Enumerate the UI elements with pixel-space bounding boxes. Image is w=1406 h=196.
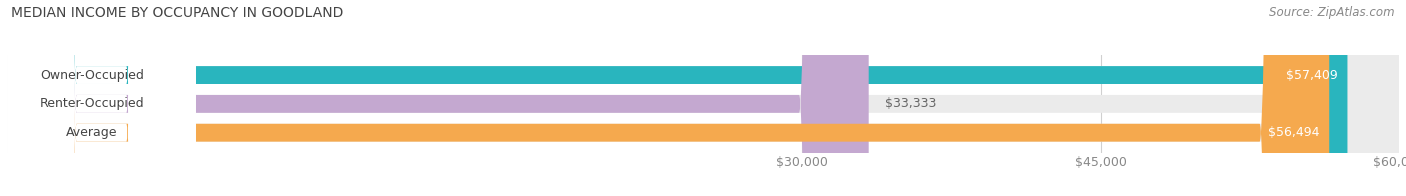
Text: MEDIAN INCOME BY OCCUPANCY IN GOODLAND: MEDIAN INCOME BY OCCUPANCY IN GOODLAND [11,6,343,20]
FancyBboxPatch shape [7,0,869,196]
FancyBboxPatch shape [7,0,1399,196]
Text: Owner-Occupied: Owner-Occupied [41,69,143,82]
FancyBboxPatch shape [7,0,195,196]
Text: Source: ZipAtlas.com: Source: ZipAtlas.com [1270,6,1395,19]
FancyBboxPatch shape [7,0,1399,196]
FancyBboxPatch shape [7,0,1399,196]
FancyBboxPatch shape [7,0,195,196]
Text: Average: Average [66,126,118,139]
FancyBboxPatch shape [7,0,195,196]
Text: Renter-Occupied: Renter-Occupied [39,97,145,110]
Text: $33,333: $33,333 [884,97,936,110]
Text: $57,409: $57,409 [1285,69,1337,82]
FancyBboxPatch shape [7,0,1329,196]
Text: $56,494: $56,494 [1268,126,1319,139]
FancyBboxPatch shape [7,0,1347,196]
